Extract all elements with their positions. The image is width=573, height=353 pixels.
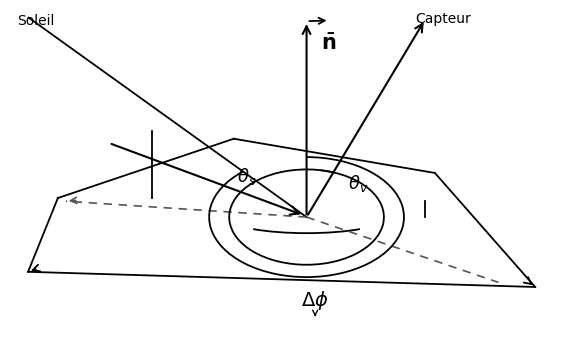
Text: $\mathbf{\bar{n}}$: $\mathbf{\bar{n}}$: [321, 34, 336, 54]
Text: Soleil: Soleil: [17, 14, 54, 28]
Text: Capteur: Capteur: [415, 12, 471, 26]
Text: $\theta_s$: $\theta_s$: [237, 166, 256, 187]
Text: $\theta_v$: $\theta_v$: [348, 173, 368, 194]
Text: $\Delta\phi$: $\Delta\phi$: [301, 288, 329, 312]
